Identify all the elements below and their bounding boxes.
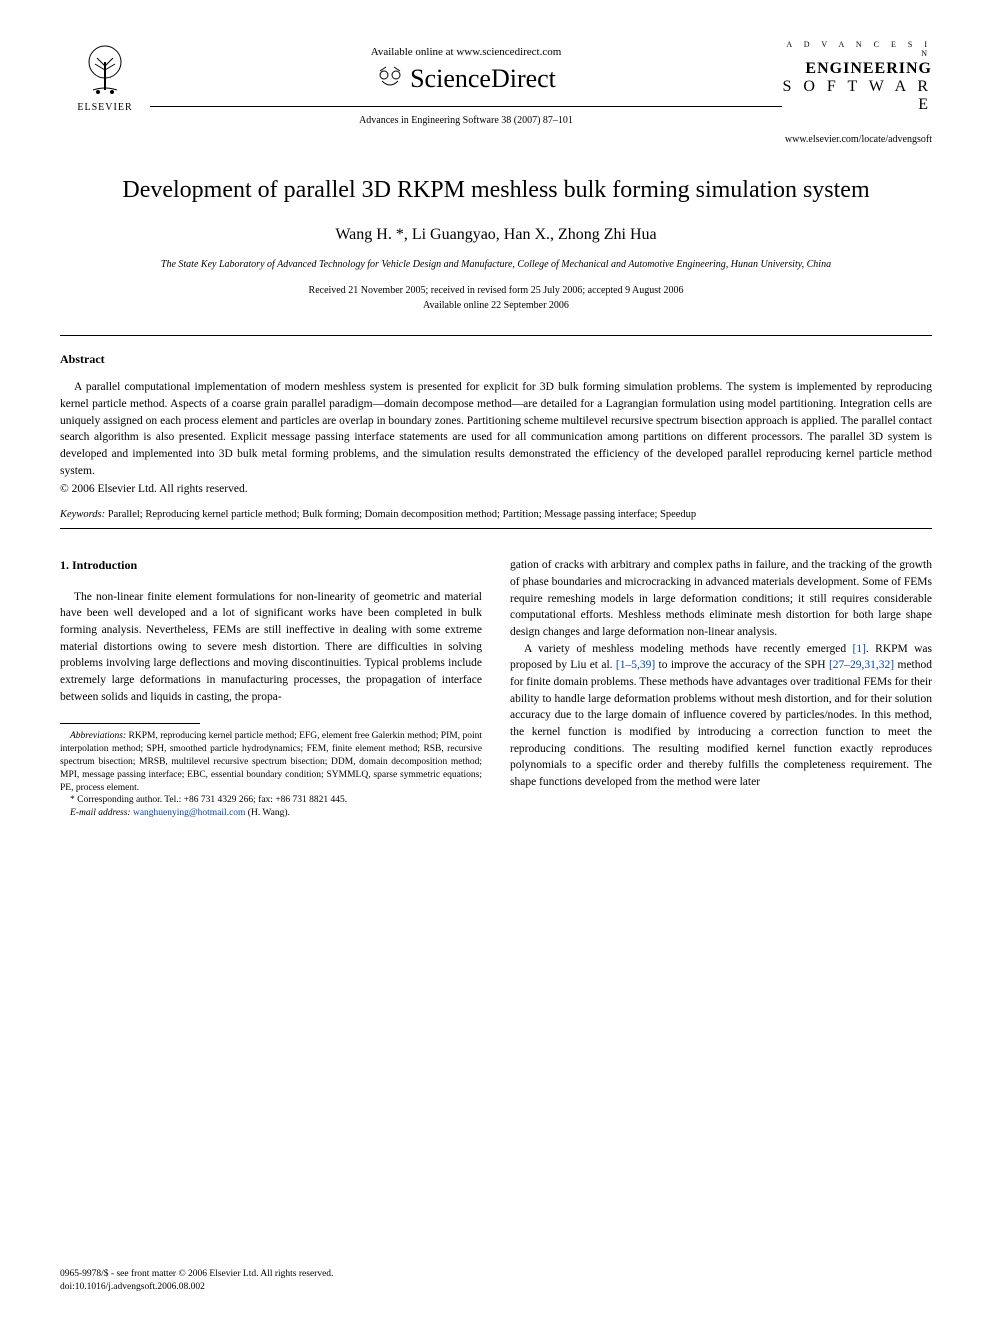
sciencedirect-block: ScienceDirect: [376, 64, 556, 94]
journal-logo-line3: S O F T W A R E: [782, 78, 932, 114]
elsevier-label: ELSEVIER: [77, 102, 132, 113]
journal-reference: Advances in Engineering Software 38 (200…: [150, 115, 782, 126]
section-1-heading: 1. Introduction: [60, 557, 482, 574]
center-header: Available online at www.sciencedirect.co…: [150, 40, 782, 126]
ref-link-3[interactable]: [27–29,31,32]: [829, 659, 894, 671]
abstract-bottom-rule: [60, 528, 932, 529]
email-link[interactable]: wanghuenying@hotmail.com: [133, 808, 245, 818]
dates-received: Received 21 November 2005; received in r…: [60, 285, 932, 296]
footer-line1: 0965-9978/$ - see front matter © 2006 El…: [60, 1268, 333, 1280]
abstract-heading: Abstract: [60, 352, 932, 367]
footnote-separator: [60, 723, 200, 724]
email-label: E-mail address:: [70, 808, 131, 818]
column-right: gation of cracks with arbitrary and comp…: [510, 557, 932, 820]
column-left: 1. Introduction The non-linear finite el…: [60, 557, 482, 820]
article-title: Development of parallel 3D RKPM meshless…: [60, 175, 932, 206]
sciencedirect-text: ScienceDirect: [410, 64, 556, 94]
email-suffix: (H. Wang).: [245, 808, 289, 818]
intro-paragraph-1: The non-linear finite element formulatio…: [60, 589, 482, 706]
keywords-label: Keywords:: [60, 509, 105, 520]
ref-link-1[interactable]: [1]: [853, 643, 866, 655]
body-columns: 1. Introduction The non-linear finite el…: [60, 557, 932, 820]
journal-logo-line1: A D V A N C E S I N: [782, 40, 932, 58]
footnote-abbreviations: Abbreviations: RKPM, reproducing kernel …: [60, 730, 482, 794]
abstract-body: A parallel computational implementation …: [60, 379, 932, 479]
footnote-corresponding: * Corresponding author. Tel.: +86 731 43…: [60, 794, 482, 807]
p2-text-c: to improve the accuracy of the SPH: [655, 659, 829, 671]
sciencedirect-icon: [376, 65, 404, 93]
elsevier-tree-icon: [75, 40, 135, 100]
dates-online: Available online 22 September 2006: [60, 300, 932, 311]
authors: Wang H. *, Li Guangyao, Han X., Zhong Zh…: [60, 226, 932, 244]
p2-text-d: method for finite domain problems. These…: [510, 659, 932, 788]
affiliation: The State Key Laboratory of Advanced Tec…: [60, 258, 932, 271]
p2-text-a: A variety of meshless modeling methods h…: [524, 643, 853, 655]
footnote-email: E-mail address: wanghuenying@hotmail.com…: [60, 807, 482, 820]
abstract-top-rule: [60, 335, 932, 336]
intro-paragraph-1-cont: gation of cracks with arbitrary and comp…: [510, 557, 932, 640]
header-rule: [150, 106, 782, 107]
journal-logo-block: A D V A N C E S I N ENGINEERING S O F T …: [782, 40, 932, 114]
journal-url: www.elsevier.com/locate/advengsoft: [60, 134, 932, 145]
footer-line2: doi:10.1016/j.advengsoft.2006.08.002: [60, 1281, 333, 1293]
header-row: ELSEVIER Available online at www.science…: [60, 40, 932, 126]
page-footer: 0965-9978/$ - see front matter © 2006 El…: [60, 1268, 333, 1293]
abbrev-label: Abbreviations:: [70, 731, 126, 741]
keywords: Keywords: Parallel; Reproducing kernel p…: [60, 509, 932, 520]
journal-logo-line2: ENGINEERING: [782, 60, 932, 78]
intro-paragraph-2: A variety of meshless modeling methods h…: [510, 641, 932, 791]
ref-link-2[interactable]: [1–5,39]: [616, 659, 655, 671]
keywords-text: Parallel; Reproducing kernel particle me…: [105, 509, 696, 520]
abstract-copyright: © 2006 Elsevier Ltd. All rights reserved…: [60, 483, 932, 495]
elsevier-logo-block: ELSEVIER: [60, 40, 150, 113]
available-online-text: Available online at www.sciencedirect.co…: [150, 46, 782, 58]
